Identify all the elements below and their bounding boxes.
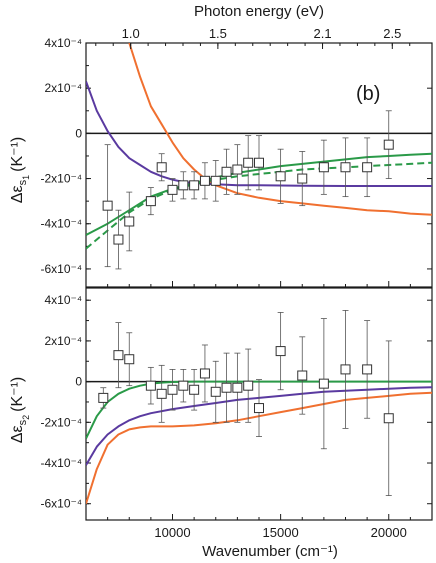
top-tick-label: 2.1 [313,26,331,41]
y-tick-label: 2x10⁻⁴ [44,81,82,95]
ylabel-top-main: Δε [9,185,26,203]
data-point [275,171,286,182]
data-point [221,166,232,177]
x-tick-label: 10000 [154,525,190,540]
panel-label: (b) [356,83,380,105]
data-point [297,173,308,184]
data-point [318,162,329,173]
data-point [210,175,221,186]
data-point [178,180,189,191]
y-tick-label: 4x10⁻⁴ [44,293,82,307]
data-point [113,350,124,361]
data-point [362,364,373,375]
data-point [145,380,156,391]
ylabel-bottom: Δεs2 (K⁻¹) [9,377,31,443]
y-tick-label: -4x10⁻⁴ [40,217,82,231]
ylabel-top-unit: (K⁻¹) [9,137,26,172]
svg-text:Δεs1(K⁻¹): Δεs1 (K⁻¹) [9,137,31,203]
data-point [221,382,232,393]
top-tick-label: 1.5 [209,26,227,41]
data-point [243,157,254,168]
data-point [178,380,189,391]
data-point [156,162,167,173]
data-point [254,403,264,414]
y-tick-label: -2x10⁻⁴ [40,172,82,186]
data-point [340,162,351,173]
data-point [340,364,351,375]
data-point [156,388,167,399]
data-point [362,162,373,173]
x-tick-label: 20000 [371,525,407,540]
y-tick-label: 0 [75,126,82,140]
y-tick-label: 2x10⁻⁴ [44,334,82,348]
top-tick-label: 1.0 [122,26,140,41]
data-point [113,234,124,245]
data-point [102,200,113,211]
bottom-axis-label: Wavenumber (cm⁻¹) [202,543,338,560]
panel-1: 4x10⁻⁴ 2x10⁻⁴ 0 -2x10⁻⁴ -4x10⁻⁴ -6x10⁻⁴ 1.0 1.5… [40,26,433,288]
panel-2: 4x10⁻⁴ 2x10⁻⁴ 0 -2x10⁻⁴ -4x10⁻⁴ -6x10⁻⁴ 10000 1… [40,287,433,540]
plot-layer: 4x10⁻⁴ 2x10⁻⁴ 0 -2x10⁻⁴ -4x10⁻⁴ -6x10⁻⁴ 1.0 1.5… [40,26,433,540]
top-axis-label: Photon energy (eV) [194,3,324,20]
ylabel-top: Δεs1 (K⁻¹) [9,137,31,203]
x-tick-label: 15000 [263,525,299,540]
data-point [124,354,135,365]
y-tick-label: -6x10⁻⁴ [40,497,82,511]
ylabel-bottom-sub: s [17,419,29,425]
y-tick-label: -6x10⁻⁴ [40,262,82,276]
y-tick-label: -2x10⁻⁴ [40,415,82,429]
data-point [167,384,178,395]
data-point [318,378,329,389]
data-point [275,346,286,357]
svg-text:Δεs2(K⁻¹): Δεs2 (K⁻¹) [9,377,31,443]
data-point [189,180,200,191]
ylabel-top-index: 1 [21,175,31,180]
top-tick-label: 2.5 [383,26,401,41]
data-point [124,216,135,227]
points-group [98,309,394,496]
data-point [232,382,243,393]
ylabel-top-sub: s [17,179,29,185]
data-point [232,164,243,175]
data-point [189,384,200,395]
y-tick-label: 0 [75,375,82,389]
data-point [383,139,394,150]
data-point [199,368,210,379]
ylabel-bottom-index: 2 [21,415,31,420]
data-point [383,413,394,424]
data-point [98,392,109,403]
data-point [297,370,308,381]
data-point [145,196,156,207]
ylabel-bottom-main: Δε [9,425,26,443]
data-point [254,157,264,168]
data-point [210,386,221,397]
data-point [167,184,178,195]
points-group [102,110,394,270]
y-tick-label: -4x10⁻⁴ [40,456,82,470]
series-line-purple [86,81,432,187]
ylabel-bottom-unit: (K⁻¹) [9,377,26,412]
data-point [243,380,254,391]
data-point [199,175,210,186]
y-tick-label: 4x10⁻⁴ [44,36,82,50]
